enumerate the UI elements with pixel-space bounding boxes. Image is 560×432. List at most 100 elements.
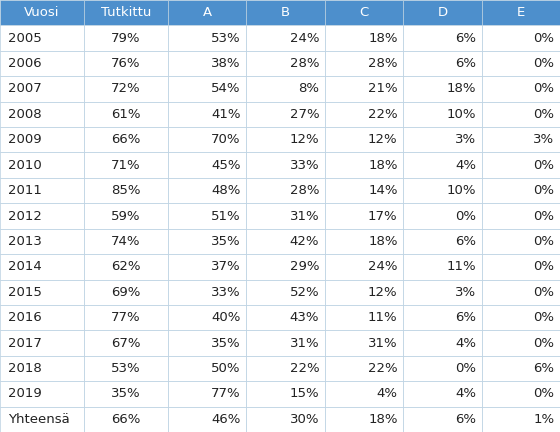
Text: 0%: 0% [533, 388, 554, 400]
Bar [84, 203, 168, 229]
Text: 62%: 62% [111, 260, 141, 273]
Text: 0%: 0% [533, 260, 554, 273]
Text: 28%: 28% [290, 184, 319, 197]
Bar [403, 152, 482, 178]
Text: 48%: 48% [212, 184, 241, 197]
Text: 66%: 66% [111, 413, 141, 426]
Text: 2008: 2008 [8, 108, 42, 121]
Bar [168, 305, 246, 330]
Text: 12%: 12% [368, 286, 398, 299]
Bar [403, 330, 482, 356]
Text: 0%: 0% [533, 184, 554, 197]
Bar [84, 0, 168, 25]
Bar [0, 127, 84, 152]
Text: 2007: 2007 [8, 83, 42, 95]
Bar [482, 25, 560, 51]
Text: 6%: 6% [455, 32, 476, 44]
Text: 0%: 0% [533, 32, 554, 44]
Text: 45%: 45% [211, 159, 241, 172]
Bar [482, 280, 560, 305]
Text: 33%: 33% [290, 159, 319, 172]
Text: 18%: 18% [368, 235, 398, 248]
Bar [246, 127, 325, 152]
Text: 2013: 2013 [8, 235, 42, 248]
Bar [482, 330, 560, 356]
Text: 31%: 31% [290, 210, 319, 222]
Text: 6%: 6% [455, 235, 476, 248]
Text: D: D [437, 6, 447, 19]
Text: 0%: 0% [455, 362, 476, 375]
Bar [0, 51, 84, 76]
Bar [0, 203, 84, 229]
Bar [482, 152, 560, 178]
Text: 18%: 18% [368, 32, 398, 44]
Text: 4%: 4% [455, 159, 476, 172]
Text: 0%: 0% [533, 286, 554, 299]
Bar [168, 330, 246, 356]
Bar [482, 356, 560, 381]
Bar [325, 381, 403, 407]
Text: 38%: 38% [211, 57, 241, 70]
Text: 15%: 15% [290, 388, 319, 400]
Bar [84, 280, 168, 305]
Bar [403, 127, 482, 152]
Text: 53%: 53% [111, 362, 141, 375]
Bar [168, 203, 246, 229]
Bar [482, 254, 560, 280]
Bar [325, 76, 403, 102]
Text: 10%: 10% [446, 108, 476, 121]
Text: Tutkittu: Tutkittu [101, 6, 151, 19]
Text: 71%: 71% [111, 159, 141, 172]
Bar [325, 305, 403, 330]
Text: 46%: 46% [212, 413, 241, 426]
Bar [246, 152, 325, 178]
Bar [84, 152, 168, 178]
Text: 21%: 21% [368, 83, 398, 95]
Bar [168, 51, 246, 76]
Bar [168, 152, 246, 178]
Text: 17%: 17% [368, 210, 398, 222]
Bar [0, 356, 84, 381]
Text: 4%: 4% [455, 337, 476, 349]
Bar [84, 25, 168, 51]
Text: 79%: 79% [111, 32, 141, 44]
Bar [168, 280, 246, 305]
Text: 11%: 11% [368, 311, 398, 324]
Text: 2012: 2012 [8, 210, 42, 222]
Text: 18%: 18% [368, 159, 398, 172]
Text: 2005: 2005 [8, 32, 42, 44]
Text: 22%: 22% [290, 362, 319, 375]
Text: 24%: 24% [368, 260, 398, 273]
Bar [246, 76, 325, 102]
Bar [403, 407, 482, 432]
Text: 54%: 54% [211, 83, 241, 95]
Bar [325, 330, 403, 356]
Text: 0%: 0% [533, 235, 554, 248]
Text: 0%: 0% [533, 210, 554, 222]
Bar [0, 305, 84, 330]
Bar [84, 76, 168, 102]
Bar [246, 51, 325, 76]
Text: 53%: 53% [211, 32, 241, 44]
Text: 2017: 2017 [8, 337, 42, 349]
Text: 4%: 4% [376, 388, 398, 400]
Bar [84, 254, 168, 280]
Bar [246, 203, 325, 229]
Text: 11%: 11% [446, 260, 476, 273]
Bar [325, 203, 403, 229]
Bar [84, 127, 168, 152]
Text: 33%: 33% [211, 286, 241, 299]
Text: 2016: 2016 [8, 311, 42, 324]
Bar [482, 102, 560, 127]
Text: 2006: 2006 [8, 57, 42, 70]
Bar [0, 152, 84, 178]
Bar [403, 102, 482, 127]
Text: Vuosi: Vuosi [24, 6, 60, 19]
Bar [325, 407, 403, 432]
Bar [325, 127, 403, 152]
Bar [403, 280, 482, 305]
Bar [0, 407, 84, 432]
Bar [0, 280, 84, 305]
Bar [246, 0, 325, 25]
Text: 41%: 41% [211, 108, 241, 121]
